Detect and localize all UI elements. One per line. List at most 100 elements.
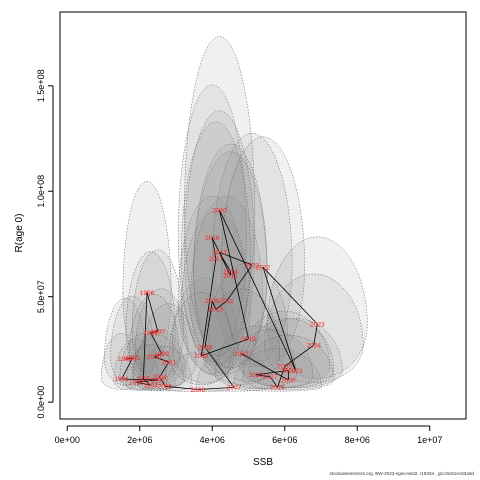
trajectory-segment-2022 <box>262 266 318 325</box>
uncertainty-ellipse-2019 <box>208 262 289 382</box>
trajectory-segment-2028 <box>255 370 289 376</box>
trajectory-segment-2001 <box>159 361 170 378</box>
uncertainty-ellipse-2024 <box>264 273 364 383</box>
trajectory-segment-2021 <box>262 267 297 371</box>
year-label-2028: 2028 <box>249 372 264 379</box>
uncertainty-ellipse-1993 <box>113 338 159 391</box>
uncertainty-ellipse-2023 <box>267 236 368 379</box>
uncertainty-ellipse-1991 <box>101 333 143 390</box>
year-label-2030: 2030 <box>281 377 296 384</box>
year-label-2027: 2027 <box>263 374 278 381</box>
uncertainty-ellipse-2013 <box>184 110 255 365</box>
uncertainty-ellipse-1999 <box>134 288 189 385</box>
trajectory-segment-2009 <box>211 300 217 310</box>
year-label-2022: 2022 <box>256 264 271 271</box>
year-label-2011: 2011 <box>220 298 234 305</box>
x-axis-title: SSB <box>253 457 273 468</box>
uncertainty-ellipse-2020 <box>184 36 255 356</box>
trajectory-segment-1995 <box>142 292 148 379</box>
year-label-1991: 1991 <box>114 376 129 383</box>
year-label-2014: 2014 <box>223 269 238 276</box>
uncertainty-ellipse-2007 <box>196 347 272 392</box>
year-label-2010: 2010 <box>209 307 224 314</box>
year-label-1988: 1988 <box>118 356 133 363</box>
trajectory-segment-1993 <box>136 381 151 386</box>
trajectory-segment-2024 <box>284 344 314 367</box>
uncertainty-ellipse-2004 <box>133 329 186 390</box>
year-label-1996: 1996 <box>140 290 155 297</box>
x-tick-label-4: 8e+06 <box>345 435 370 445</box>
uncertainty-ellipse-2027 <box>227 329 314 390</box>
trajectory-segment-2020 <box>219 210 296 371</box>
x-tick-label-1: 2e+06 <box>127 435 152 445</box>
trajectory-segment-2026 <box>269 376 278 388</box>
uncertainty-ellipse-1998 <box>125 251 176 381</box>
year-label-2032: 2032 <box>234 351 249 358</box>
x-tick-label-5: 1e+07 <box>417 435 442 445</box>
year-label-2025: 2025 <box>278 364 293 371</box>
trajectory-segment-2019 <box>219 210 249 339</box>
year-label-2005: 2005 <box>158 384 173 391</box>
year-label-2019: 2019 <box>241 336 256 343</box>
trajectory-segment-1999 <box>154 353 162 358</box>
uncertainty-ellipse-2029 <box>242 318 335 389</box>
trajectory-segment-2013 <box>219 252 231 272</box>
trajectory-segment-2023 <box>313 324 318 346</box>
y-tick-label-1: 5.0e+07 <box>36 280 46 313</box>
trajectory-segment-1988 <box>125 357 133 360</box>
y-tick-label-3: 1.5e+08 <box>36 69 46 102</box>
y-axis: 0.0e+00 5.0e+07 1.0e+08 1.5e+08 <box>36 69 54 419</box>
trajectory-segment-2006 <box>197 386 235 390</box>
year-label-2018: 2018 <box>194 353 209 360</box>
year-label-2021: 2021 <box>288 368 303 375</box>
plot-frame <box>59 11 467 420</box>
year-label-2009: 2009 <box>205 298 220 305</box>
trajectory-segment-2027 <box>255 374 271 378</box>
uncertainty-ellipse-2017 <box>181 121 251 366</box>
y-axis-title: R(age 0) <box>14 214 25 253</box>
trajectory-segment-2030 <box>241 353 289 381</box>
trajectory-segment-2008 <box>204 300 213 348</box>
y-tick-label-0: 0.0e+00 <box>36 386 46 419</box>
uncertainty-ellipse-2021 <box>248 318 343 389</box>
year-label-2023: 2023 <box>310 321 325 328</box>
year-label-2016: 2016 <box>205 235 220 242</box>
year-label-1994: 1994 <box>143 383 158 390</box>
year-label-2001: 2001 <box>162 359 177 366</box>
year-label-2000: 2000 <box>147 354 162 361</box>
trajectory-line <box>121 210 318 390</box>
trajectory-segment-1998 <box>150 332 162 354</box>
uncertainty-ellipse-2001 <box>141 303 197 387</box>
trajectory-segment-2012 <box>219 252 253 266</box>
year-label-2015: 2015 <box>223 273 238 280</box>
year-label-2026: 2026 <box>270 385 285 392</box>
y-tick-label-2: 1.0e+08 <box>36 175 46 208</box>
uncertainty-ellipse-2025 <box>239 310 331 388</box>
year-label-2008: 2008 <box>198 345 213 352</box>
trajectory-segment-2017 <box>200 258 217 356</box>
uncertainty-ellipse-2018 <box>168 292 234 386</box>
trajectory-segment-2018 <box>201 338 249 357</box>
x-tick-label-2: 4e+06 <box>200 435 225 445</box>
year-label-2004: 2004 <box>152 374 167 381</box>
trajectory-segment-1992 <box>136 379 158 383</box>
trajectory-segment-1989 <box>121 357 133 380</box>
year-label-1993: 1993 <box>129 379 144 386</box>
trajectory-segment-2011 <box>226 264 253 302</box>
year-label-2020: 2020 <box>212 208 227 215</box>
trajectory-segment-2010 <box>215 300 227 310</box>
year-label-2012: 2012 <box>245 262 260 269</box>
uncertainty-ellipses <box>101 36 368 392</box>
year-label-1997: 1997 <box>151 329 166 336</box>
trajectory-segment-2007 <box>204 347 235 388</box>
uncertainty-ellipse-2026 <box>233 347 322 392</box>
year-label-1992: 1992 <box>151 377 166 384</box>
uncertainty-ellipse-1988 <box>104 297 147 386</box>
uncertainty-ellipse-1995 <box>119 333 168 390</box>
trajectory-segment-2025 <box>277 366 286 388</box>
trajectory-segment-2016 <box>211 237 217 259</box>
trajectory-segment-2005 <box>165 385 198 390</box>
uncertainty-ellipse-1996 <box>122 181 172 373</box>
